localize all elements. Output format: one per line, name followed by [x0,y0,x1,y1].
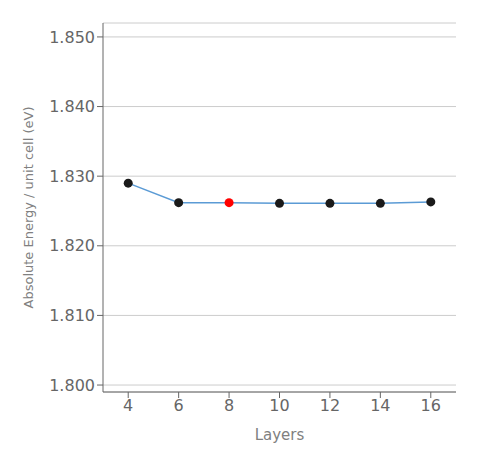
svg-text:4: 4 [123,396,133,415]
svg-text:10: 10 [269,396,289,415]
svg-text:8: 8 [224,396,234,415]
svg-text:1.850: 1.850 [49,28,95,47]
svg-text:1.810: 1.810 [49,306,95,325]
svg-text:6: 6 [174,396,184,415]
svg-text:1.800: 1.800 [49,376,95,395]
svg-text:16: 16 [421,396,441,415]
svg-text:1.820: 1.820 [49,236,95,255]
svg-text:14: 14 [370,396,390,415]
svg-text:Layers: Layers [255,426,305,444]
svg-text:12: 12 [320,396,340,415]
svg-text:Absolute Energy / unit cell (e: Absolute Energy / unit cell (eV) [21,107,36,309]
svg-text:1.830: 1.830 [49,167,95,186]
svg-text:1.840: 1.840 [49,97,95,116]
